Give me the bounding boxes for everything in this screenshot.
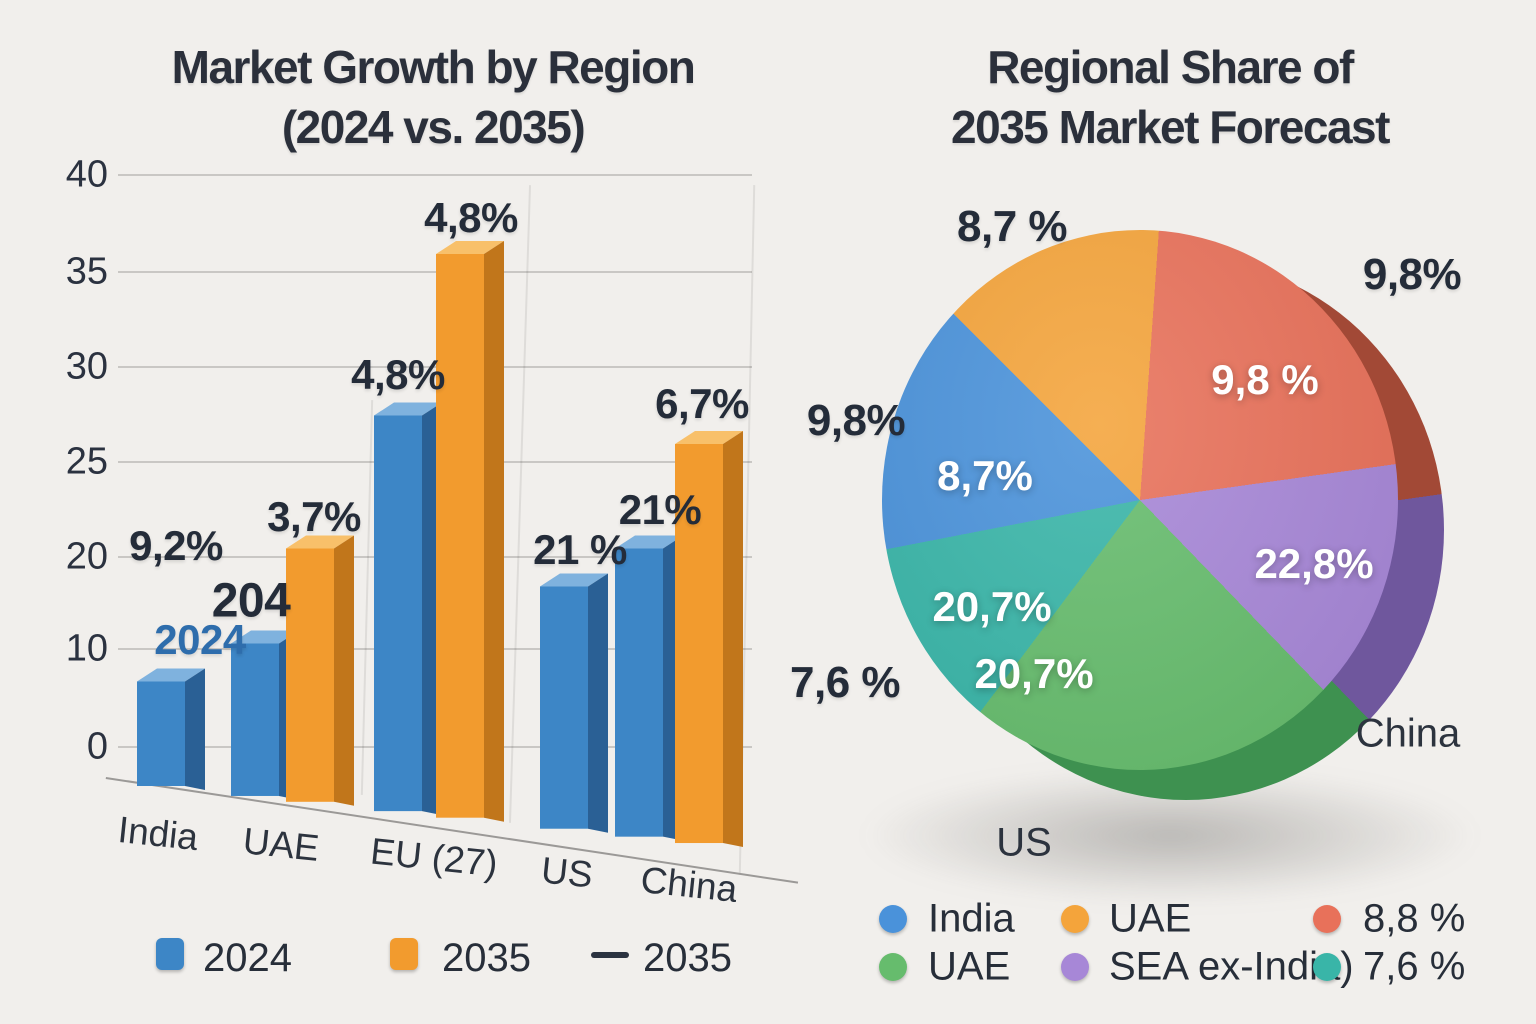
pie-legend-dot-uae-green [879, 953, 907, 981]
slice-label-teal: 20,7% [932, 583, 1052, 630]
pie-legend-label: 7,6 % [1363, 944, 1466, 989]
outside-label-left: 9,8% [806, 396, 906, 445]
bar-value-label: 4,8% [424, 194, 518, 241]
y-tick-20: 20 [65, 535, 108, 578]
slice-label-purple: 22,8% [1254, 540, 1374, 587]
slice-label-blue: 8,7% [937, 452, 1033, 499]
pie-legend-label: UAE [1109, 896, 1192, 941]
outside-label-top-left: 8,7 % [956, 202, 1068, 251]
bar-value-label: 4,8% [351, 351, 445, 398]
pie-legend-label: SEA ex-India) [1109, 944, 1354, 989]
region-label-china: China [1355, 711, 1461, 756]
category-label-uae: UAE [241, 820, 322, 869]
bar-chart-title-line1: Market Growth by Region [171, 41, 696, 93]
y-tick-25: 25 [65, 440, 108, 483]
pie-legend-label: 8,8 % [1363, 896, 1466, 941]
slice-label-red: 9,8 % [1211, 356, 1319, 403]
bar-value-label: 204 [211, 574, 291, 628]
legend-label-2035: 2035 [442, 936, 531, 980]
bar-value-label: 2024 [154, 616, 246, 663]
pie-legend-dot-teal [1313, 953, 1341, 981]
category-label-us: US [539, 849, 595, 896]
outside-label-bottom-left: 7,6 % [789, 658, 901, 707]
y-tick-40: 40 [65, 153, 108, 196]
pie-legend-dot-india [879, 905, 907, 933]
y-tick-30: 30 [65, 345, 108, 388]
gridline [118, 174, 752, 176]
pie-legend-label: UAE [928, 944, 1011, 989]
legend-label-2024: 2024 [203, 936, 292, 980]
pie-legend-dot-sea [1061, 953, 1089, 981]
bar-value-label: 21% [618, 486, 702, 533]
pie-chart-title-line2: 2035 Market Forecast [951, 101, 1390, 153]
pie-3d-top [882, 230, 1398, 770]
y-tick-35: 35 [65, 250, 108, 293]
bar-value-label: 3,7% [267, 493, 361, 540]
category-label-india: India [116, 808, 201, 859]
pie-chart-title-line1: Regional Share of [987, 41, 1354, 93]
legend-label-2035-line: 2035 [643, 936, 732, 980]
y-tick-10: 10 [65, 627, 108, 670]
pie-legend-dot-red [1313, 905, 1341, 933]
pie-legend-dot-uae-orange [1061, 905, 1089, 933]
bar-value-label: 6,7% [655, 380, 749, 427]
legend-dash-icon [591, 952, 629, 958]
outside-label-top-right: 9,8% [1362, 250, 1462, 299]
legend-swatch-2024 [156, 938, 184, 970]
gridline [118, 271, 752, 273]
y-tick-0: 0 [86, 725, 108, 768]
bar-chart-title-line2: (2024 vs. 2035) [281, 101, 586, 153]
pie-legend-label: India [928, 896, 1015, 941]
gridline [118, 366, 752, 368]
region-label-us: US [996, 820, 1052, 865]
bar-value-label: 9,2% [129, 522, 223, 569]
bar-value-label: 21 % [533, 526, 627, 573]
legend-swatch-2035 [390, 938, 418, 970]
slice-label-green: 20,7% [974, 650, 1094, 697]
